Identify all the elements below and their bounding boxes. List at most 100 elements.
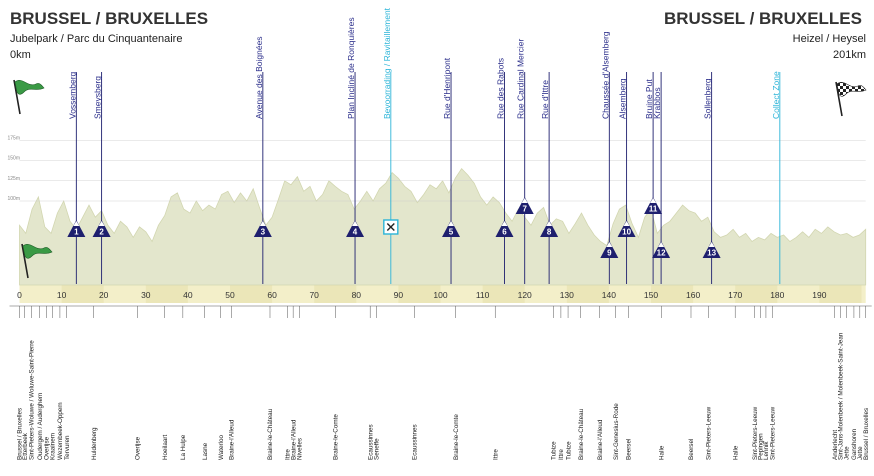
place-name: Sint-Pieters-Leeuw — [705, 406, 712, 460]
km-band-segment — [735, 285, 778, 303]
climb-triangle — [495, 220, 514, 237]
feed-zone-icon-knife — [386, 223, 395, 231]
start-km: 0km — [10, 49, 31, 61]
place-name: Pepingen — [758, 433, 765, 460]
place-name: Braine-l'Alleud — [290, 419, 297, 460]
climb-triangle — [515, 197, 534, 214]
x-tick-label: 190 — [812, 290, 826, 300]
x-tick-label: 0 — [17, 290, 22, 300]
climb-triangle — [652, 241, 671, 258]
place-name: Ittre — [558, 449, 565, 460]
x-tick-label: 50 — [225, 290, 235, 300]
finish-subtitle: Heizel / Heysel — [793, 33, 866, 45]
place-name: Tubize — [551, 441, 558, 460]
climb-name: Rue d'Henripont — [442, 57, 452, 119]
climb-triangle-cap — [501, 221, 508, 226]
place-name: Etterbeek — [22, 432, 29, 460]
place-name: Wezembeek-Oppem — [57, 402, 64, 460]
x-tick-label: 90 — [394, 290, 404, 300]
x-axis-ticks: 0 10 20 30 40 50 60 70 80 90 100 110 120 130 140 150 160… — [17, 290, 827, 300]
place-name: Waterloo — [218, 435, 225, 460]
climb-name: Avenue des Boignées — [254, 36, 264, 119]
x-tick-label: 180 — [770, 290, 784, 300]
place-name: La Hulpe — [180, 434, 187, 460]
green-flag-icon — [13, 79, 45, 115]
x-tick-label: 30 — [141, 290, 151, 300]
climb-name: Bruine Put — [644, 79, 654, 119]
place-name: Braine-le-Château — [267, 408, 274, 460]
place-name: Ganshoren — [851, 428, 858, 460]
x-tick-label: 110 — [476, 290, 490, 300]
km-band-segment — [145, 285, 188, 303]
climb-triangle-icon: 9 — [600, 241, 619, 258]
climb-name: Plan Incliné de Ronquières — [346, 17, 356, 119]
climb-triangle-cap — [98, 221, 105, 226]
place-name: Ecaussinnes — [367, 424, 374, 460]
climb-triangle-icon: 4 — [346, 220, 365, 237]
climb-triangle-cap — [623, 221, 630, 226]
altitude-label: 125m — [8, 176, 21, 182]
climb-triangle-cap — [546, 221, 553, 226]
km-band-segment — [651, 285, 694, 303]
checkered-flag-icon — [835, 81, 867, 117]
climb-number: 2 — [99, 228, 104, 237]
km-band-segment — [230, 285, 273, 303]
feed-zone-label: Bevoorrading / Ravitaillement — [382, 7, 392, 119]
place-name: Sint-Genesius-Rode — [613, 403, 620, 460]
place-name: Tervuren — [64, 435, 71, 460]
x-tick-label: 150 — [644, 290, 658, 300]
climb-triangle-cap — [521, 198, 528, 203]
climb-triangle-cap — [658, 242, 665, 247]
place-name: Beersel — [688, 439, 695, 460]
km-band-segment — [566, 285, 609, 303]
place-name: Oudergem / Auderghem — [37, 393, 44, 460]
climb-triangle — [253, 220, 272, 237]
climb-name: Chaussée d'Alsemberg — [600, 31, 610, 119]
climb-number: 8 — [547, 228, 552, 237]
green-flag-icon — [21, 243, 53, 279]
climb-triangle — [617, 220, 636, 237]
climb-triangle — [702, 241, 721, 258]
climb-triangle-cap — [650, 198, 657, 203]
km-band-segment — [819, 285, 862, 303]
climb-triangle-icon: 13 — [702, 241, 721, 258]
place-name: Lasne — [202, 442, 209, 460]
feed-zone-icon — [383, 219, 399, 235]
place-name: Overijse — [135, 436, 142, 460]
climb-triangle — [600, 241, 619, 258]
climb-name: Rue Cardinal Mercier — [516, 39, 526, 119]
place-name: Ittre — [492, 449, 499, 460]
x-tick-label: 10 — [57, 290, 67, 300]
place-name: Braine-l'Alleud — [228, 419, 235, 460]
place-name: Jette — [844, 446, 851, 460]
place-name: Ecaussinnes — [412, 424, 419, 460]
place-name: Sint-Pieters-Leeuw — [752, 406, 759, 460]
climb-number: 13 — [707, 249, 716, 258]
climb-number: 9 — [607, 249, 612, 258]
place-name: Halle — [732, 445, 739, 460]
climb-number: 4 — [353, 228, 358, 237]
climb-name: Sollenberg — [703, 78, 713, 119]
place-name: Beersel — [625, 439, 632, 460]
elevation-profile — [19, 167, 867, 286]
x-tick-label: 80 — [352, 290, 362, 300]
place-name: Sint-Pieters-Leeuw — [769, 406, 776, 460]
place-name: Halle — [659, 445, 666, 460]
climb-triangle-icon: 10 — [617, 220, 636, 237]
km-band — [19, 285, 866, 303]
x-tick-label: 160 — [686, 290, 700, 300]
place-name: Sint-Pieters-Woluwe / Woluwe-Saint-Pierr… — [28, 340, 35, 460]
place-name: Brussel / Bruxelles — [17, 408, 24, 460]
profile-area — [19, 167, 867, 286]
climb-triangle-icon: 8 — [540, 220, 559, 237]
climb-triangle — [442, 220, 461, 237]
km-band-segment — [482, 285, 525, 303]
x-tick-label: 120 — [518, 290, 532, 300]
climb-number: 11 — [649, 205, 658, 214]
x-tick-label: 20 — [99, 290, 109, 300]
climb-triangle-icon: 2 — [92, 220, 111, 237]
climb-number: 12 — [657, 249, 666, 258]
altitude-label: 150m — [8, 156, 21, 162]
